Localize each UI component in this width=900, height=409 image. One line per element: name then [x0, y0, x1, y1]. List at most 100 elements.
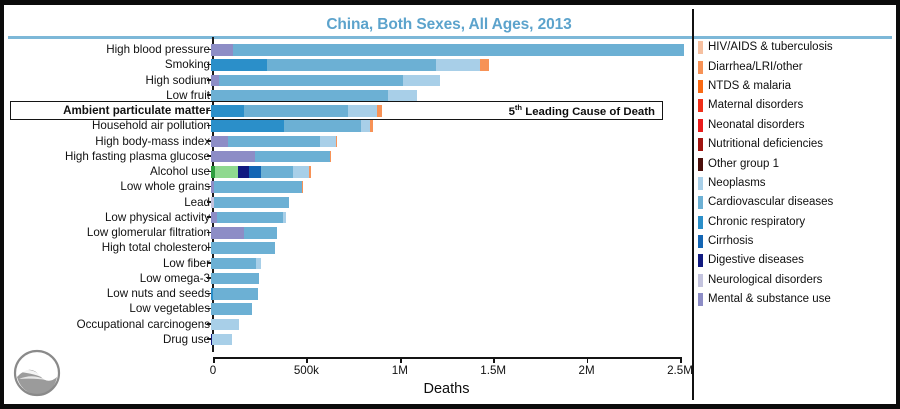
bar-row[interactable]: Low nuts and seeds	[4, 286, 694, 301]
bar-segment[interactable]	[211, 166, 216, 178]
legend-item[interactable]: Cardiovascular diseases	[698, 193, 894, 212]
bar-row[interactable]: Low glomerular filtration	[4, 225, 694, 240]
stacked-bar[interactable]	[211, 59, 490, 71]
bar-segment[interactable]	[212, 333, 232, 346]
bar-segment[interactable]	[211, 74, 219, 87]
legend-item[interactable]: Chronic respiratory	[698, 213, 894, 232]
bar-segment[interactable]	[233, 44, 684, 56]
bar-row[interactable]: Household air pollution	[4, 118, 694, 133]
bar-row[interactable]: Low physical activity	[4, 210, 694, 225]
legend-item[interactable]: Cirrhosis	[698, 232, 894, 251]
stacked-bar[interactable]	[211, 44, 684, 56]
stacked-bar[interactable]	[211, 272, 259, 285]
stacked-bar[interactable]	[211, 333, 232, 346]
bar-segment[interactable]	[237, 166, 249, 178]
stacked-bar[interactable]	[211, 227, 278, 239]
bar-segment[interactable]	[256, 257, 261, 270]
bar-segment[interactable]	[211, 211, 217, 224]
bar-segment[interactable]	[211, 44, 234, 56]
legend-item[interactable]: Neoplasms	[698, 174, 894, 193]
bar-segment[interactable]	[211, 257, 257, 270]
legend-item[interactable]: Neonatal disorders	[698, 116, 894, 135]
stacked-bar[interactable]	[211, 242, 275, 254]
legend-item[interactable]: NTDS & malaria	[698, 77, 894, 96]
bar-row[interactable]: Drug use	[4, 332, 694, 347]
bar-segment[interactable]	[211, 120, 284, 132]
legend-item[interactable]: Maternal disorders	[698, 96, 894, 115]
bar-segment[interactable]	[283, 120, 362, 132]
bar-segment[interactable]	[211, 242, 275, 254]
bar-segment[interactable]	[218, 74, 403, 87]
bar-row[interactable]: Low vegetables	[4, 301, 694, 316]
bar-segment[interactable]	[348, 105, 378, 117]
bar-segment[interactable]	[211, 89, 389, 102]
bar-segment[interactable]	[254, 150, 330, 163]
bar-row[interactable]: Low omega-3	[4, 271, 694, 286]
bar-segment[interactable]	[213, 196, 289, 209]
bar-segment[interactable]	[319, 135, 336, 148]
legend-item[interactable]: Mental & substance use	[698, 290, 894, 309]
stacked-bar[interactable]	[211, 181, 303, 193]
bar-segment[interactable]	[215, 166, 238, 178]
legend-item[interactable]: Neurological disorders	[698, 271, 894, 290]
bar-segment[interactable]	[370, 120, 374, 132]
stacked-bar[interactable]	[211, 74, 440, 87]
bar-segment[interactable]	[211, 303, 253, 315]
stacked-bar[interactable]	[211, 105, 383, 117]
stacked-bar[interactable]	[211, 288, 258, 300]
bar-row[interactable]: Smoking	[4, 57, 694, 72]
bar-segment[interactable]	[377, 105, 383, 117]
bar-row[interactable]: High body-mass index	[4, 134, 694, 149]
bar-segment[interactable]	[211, 227, 244, 239]
bar-segment[interactable]	[211, 181, 214, 193]
stacked-bar[interactable]	[211, 166, 311, 178]
stacked-bar[interactable]	[211, 89, 418, 102]
bar-segment[interactable]	[211, 333, 213, 346]
bar-row[interactable]: Low fiber	[4, 256, 694, 271]
bar-segment[interactable]	[309, 166, 311, 178]
bar-segment[interactable]	[267, 59, 436, 71]
bar-row[interactable]: Occupational carcinogens	[4, 317, 694, 332]
bar-segment[interactable]	[228, 135, 320, 148]
bar-segment[interactable]	[402, 74, 440, 87]
bar-segment[interactable]	[335, 135, 337, 148]
bar-segment[interactable]	[213, 288, 258, 300]
bar-segment[interactable]	[301, 181, 303, 193]
bar-segment[interactable]	[211, 196, 214, 209]
legend-item[interactable]: Digestive diseases	[698, 251, 894, 270]
stacked-bar[interactable]	[211, 150, 331, 163]
bar-segment[interactable]	[211, 105, 244, 117]
bar-segment[interactable]	[211, 272, 259, 285]
stacked-bar[interactable]	[211, 120, 374, 132]
stacked-bar[interactable]	[211, 196, 289, 209]
legend-item[interactable]: Other group 1	[698, 154, 894, 173]
bar-row[interactable]: Low fruit	[4, 88, 694, 103]
bar-row[interactable]: Alcohol use	[4, 164, 694, 179]
bar-segment[interactable]	[211, 59, 268, 71]
bar-segment[interactable]	[211, 318, 240, 331]
bar-segment[interactable]	[243, 227, 278, 239]
bar-segment[interactable]	[260, 166, 293, 178]
bar-segment[interactable]	[248, 166, 261, 178]
bar-segment[interactable]	[292, 166, 310, 178]
bar-segment[interactable]	[216, 211, 284, 224]
bar-row[interactable]: Low whole grains	[4, 179, 694, 194]
stacked-bar[interactable]	[211, 303, 253, 315]
stacked-bar[interactable]	[211, 318, 240, 331]
bar-segment[interactable]	[435, 59, 481, 71]
bar-segment[interactable]	[329, 150, 331, 163]
legend-item[interactable]: Diarrhea/LRI/other	[698, 57, 894, 76]
bar-segment[interactable]	[211, 288, 214, 300]
stacked-bar[interactable]	[211, 211, 286, 224]
bar-row[interactable]: Ambient particulate matter	[4, 103, 694, 118]
stacked-bar[interactable]	[211, 135, 337, 148]
bar-segment[interactable]	[211, 150, 255, 163]
bar-row[interactable]: High blood pressure	[4, 42, 694, 57]
bar-row[interactable]: High total cholesterol	[4, 240, 694, 255]
bar-segment[interactable]	[243, 105, 349, 117]
bar-segment[interactable]	[361, 120, 371, 132]
legend-item[interactable]: HIV/AIDS & tuberculosis	[698, 38, 894, 57]
legend-item[interactable]: Nutritional deficiencies	[698, 135, 894, 154]
bar-segment[interactable]	[283, 211, 286, 224]
bar-segment[interactable]	[211, 135, 229, 148]
